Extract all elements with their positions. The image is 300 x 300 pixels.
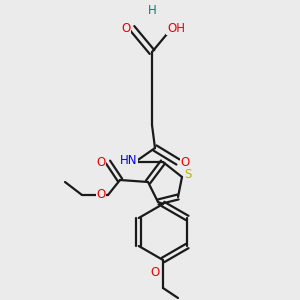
- Text: O: O: [96, 155, 106, 169]
- Text: H: H: [148, 4, 156, 16]
- Text: OH: OH: [167, 22, 185, 34]
- Text: HN: HN: [120, 154, 138, 167]
- Text: O: O: [150, 266, 160, 278]
- Text: O: O: [180, 155, 190, 169]
- Text: O: O: [96, 188, 106, 202]
- Text: O: O: [122, 22, 130, 34]
- Text: S: S: [184, 167, 192, 181]
